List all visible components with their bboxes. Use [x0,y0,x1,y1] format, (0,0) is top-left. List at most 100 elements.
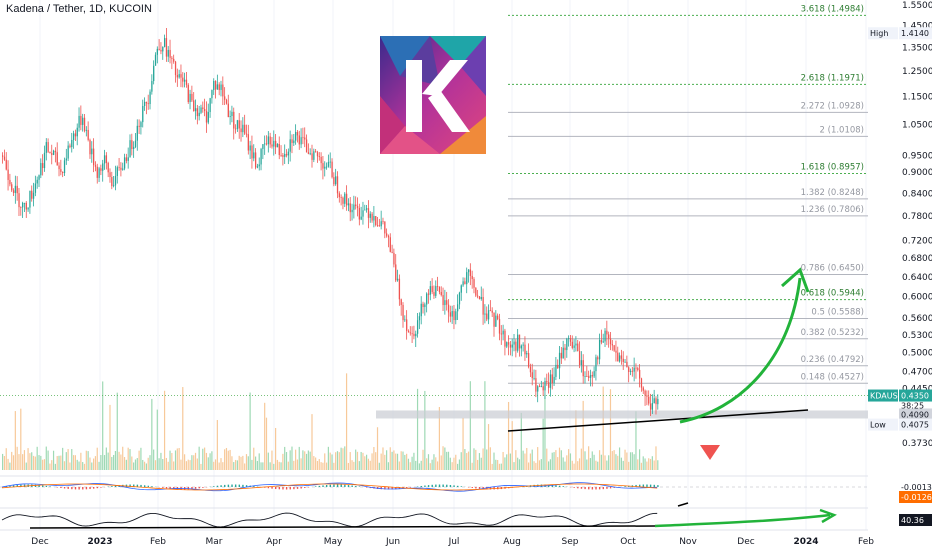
candle-body [214,81,217,90]
volume-bar [211,451,213,470]
volume-bar [20,408,22,470]
macd-histogram-bar [336,484,339,487]
volume-bar [515,450,517,470]
macd-histogram-bar [78,487,80,490]
price-tick-label: 0.6400 [902,273,932,283]
macd-histogram-bar [624,486,626,487]
volume-bar [205,452,208,470]
candle-body [331,161,333,178]
candle-body [158,48,160,50]
candle-body [358,208,361,220]
x-tick-label: Jul [448,537,460,547]
candle-body [366,208,368,210]
candle-body [69,145,71,148]
candle-body [313,151,315,160]
volume-bar [171,453,173,470]
volume-bar [291,446,293,470]
candle-body [45,142,47,153]
badge-value: 40.36 [901,516,924,525]
candle-body [7,169,9,180]
macd-histogram-bar [391,487,393,490]
volume-bar [82,462,84,470]
candle-body [513,341,515,345]
volume-bar [54,463,56,470]
candle-body [78,115,80,128]
candle-body [153,65,155,82]
arrow-head-icon [781,267,810,293]
volume-bar [280,462,282,470]
macd-histogram-bar [194,487,197,489]
candle-body [469,269,472,276]
candle-body [140,122,142,127]
volume-bar [34,456,36,470]
candle-body [657,398,659,405]
candle-body [624,361,626,363]
volume-bar [435,457,437,470]
candle-body [493,312,495,327]
volume-bar [49,463,51,470]
volume-bar [322,462,324,470]
price-tick-label: 1.5500 [902,1,932,11]
candle-body [435,285,437,296]
candle-body [653,398,655,404]
kadena-logo-icon [380,36,486,154]
candle-body [373,216,375,221]
volume-bar [602,386,604,470]
macd-histogram-bar [129,484,131,487]
candle-body [229,116,231,117]
candlesticks [2,27,659,416]
volume-bar [105,447,107,470]
macd-histogram-bar [278,487,281,490]
macd-histogram-bar [5,486,8,487]
volume-bar [402,451,404,470]
volume-bar [588,446,590,470]
candle-body [234,128,237,130]
volume-bar [504,457,506,470]
volume-bar [7,458,9,470]
volume-bar [511,421,513,470]
candle-body [194,108,197,112]
down-triangle-icon [700,445,720,460]
candle-body [589,375,592,378]
macd-signal-badge: -0.0126 [899,491,932,503]
candle-body [495,315,497,327]
candle-body [460,285,462,293]
volume-bar [305,453,308,470]
macd-histogram-bar [45,485,48,487]
price-tick-label: 0.6800 [902,254,932,264]
macd-histogram-bar [351,485,353,487]
candle-body [42,163,44,169]
price-tick-label: 0.5000 [902,349,932,359]
candle-body [429,286,431,295]
volume-bar [646,461,648,470]
volume-bar [85,450,87,470]
candle-body [60,169,62,172]
volume-bar [285,452,288,470]
rsi-line [1,512,658,528]
volume-bar [493,452,495,470]
candle-body [404,319,406,321]
candle-body [94,165,97,167]
volume-bar [134,459,137,470]
candle-body [415,333,417,337]
candle-body [458,292,461,305]
volume-bar [140,447,142,470]
macd-histogram-bar [420,485,422,487]
candle-body [620,355,623,359]
price-tick-label: 1.4500 [902,21,932,31]
candle-body [462,281,464,286]
macd-histogram-bar [202,487,204,488]
drawings [507,267,810,460]
volume-bar [287,461,289,470]
volume-bar [335,452,337,470]
support-zone [376,410,868,419]
candle-body [511,344,513,348]
candle-body [31,190,33,199]
macd-histogram-bar [384,487,386,490]
volume-bar [83,463,86,470]
grid [39,0,867,530]
macd-histogram-bar [271,487,273,489]
volume-bar [426,458,428,470]
volume-bar [591,451,593,470]
